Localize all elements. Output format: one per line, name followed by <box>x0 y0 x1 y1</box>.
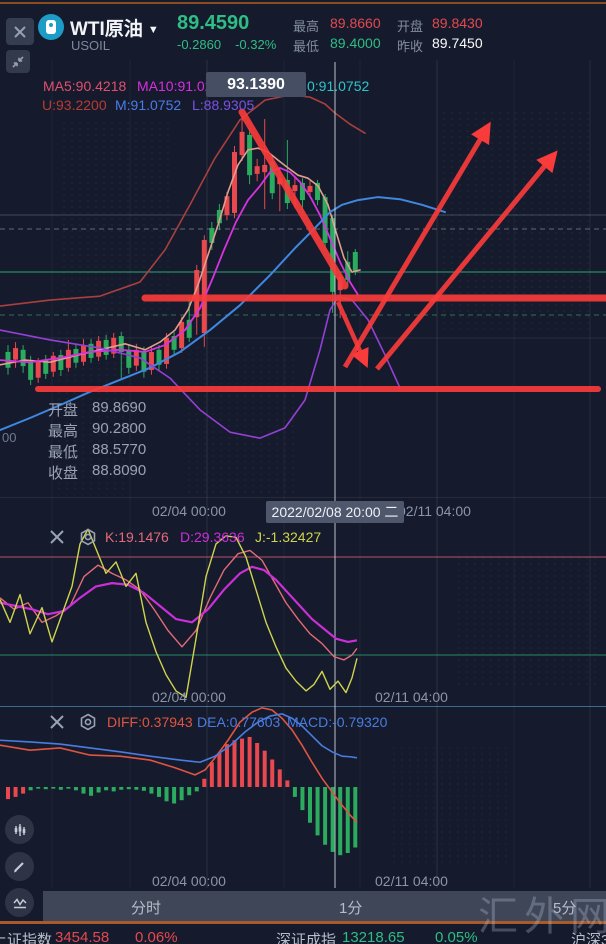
panel-divider <box>0 706 606 707</box>
ticker-szse-name[interactable]: 深证成指 <box>276 932 337 944</box>
settings-nut-icon <box>80 528 96 546</box>
time-tick: 02/04 00:00 <box>152 503 226 519</box>
ticker-divider <box>0 921 606 924</box>
ticker-szse-percent: 0.05% <box>435 929 478 944</box>
stat-high-label: 最高 <box>293 19 320 34</box>
background-skyline <box>60 120 170 320</box>
symbol-name[interactable]: WTI原油 ▼ <box>70 19 159 40</box>
stat-low-label: 最低 <box>293 39 320 54</box>
stat-high-value: 89.8660 <box>330 15 381 31</box>
symbol-code: USOIL <box>71 38 111 53</box>
background-skyline <box>185 345 295 495</box>
macd-macd-value: MACD:-0.79320 <box>287 714 388 730</box>
ma20-label: 0:91.0752 <box>307 78 370 94</box>
stat-low-value: 89.4000 <box>330 35 381 51</box>
last-price: 89.4590 <box>177 12 250 34</box>
legend-open-value: 89.8690 <box>92 399 147 416</box>
stat-open-value: 89.8430 <box>432 15 483 31</box>
indicator-button[interactable] <box>5 888 34 917</box>
boll-middle-label: M:91.0752 <box>115 97 182 113</box>
time-tick: 02/04 00:00 <box>152 873 226 889</box>
crosshair-price-tooltip: 93.1390 <box>206 72 306 97</box>
oil-symbol-icon <box>38 14 64 40</box>
tab-1min[interactable]: 1分 <box>339 900 363 917</box>
macd-close-button[interactable] <box>47 712 67 732</box>
close-icon <box>50 715 64 729</box>
price-change: -0.2860 -0.32% <box>177 37 290 52</box>
stat-open-label: 开盘 <box>397 19 424 34</box>
tab-5min[interactable]: 5分 <box>553 900 577 917</box>
interval-tab-bar: 分时 1分 5分 <box>43 891 606 921</box>
kdj-j-value: J:-1.32427 <box>255 529 322 545</box>
ticker-szse-value: 13218.65 <box>342 929 405 944</box>
ma5-label: MA5:90.4218 <box>43 78 127 94</box>
kdj-k-value: K:19.1476 <box>105 529 169 545</box>
time-tick: 02/04 00:00 <box>152 689 226 705</box>
legend-low-label: 最低 <box>48 444 79 461</box>
top-divider <box>0 2 606 4</box>
change-value: -0.2860 <box>177 37 222 52</box>
crosshair-date-tooltip: 2022/02/08 20:00 二 <box>266 501 404 523</box>
panel-divider <box>0 497 606 498</box>
axis-label-fragment: 00 <box>2 430 17 445</box>
change-percent: -0.32% <box>235 37 277 52</box>
collapse-arrows-icon <box>12 55 24 68</box>
kdj-close-button[interactable] <box>47 527 67 547</box>
ticker-sse-name[interactable]: 上证指数 <box>0 932 53 944</box>
boll-lower-label: L:88.9305 <box>192 97 255 113</box>
stat-prevclose-label: 昨收 <box>397 39 424 54</box>
settings-nut-icon <box>80 713 96 731</box>
background-skyline <box>455 555 600 685</box>
legend-open-label: 开盘 <box>48 402 79 419</box>
background-skyline <box>390 745 510 865</box>
stat-prevclose-value: 89.7450 <box>432 35 483 51</box>
collapse-button[interactable] <box>6 50 30 73</box>
boll-upper-label: U:93.2200 <box>42 97 107 113</box>
time-tick: 02/11 04:00 <box>375 689 448 705</box>
macd-dea-value: DEA:0.77603 <box>197 714 281 730</box>
legend-high-value: 90.2800 <box>92 420 147 437</box>
close-button[interactable] <box>6 18 34 45</box>
kdj-settings-button[interactable] <box>78 527 98 547</box>
background-skyline <box>440 110 590 330</box>
legend-close-label: 收盘 <box>48 465 79 482</box>
kdj-d-value: D:29.3636 <box>180 529 245 545</box>
legend-high-label: 最高 <box>48 423 79 440</box>
zigzag-line-icon <box>12 897 27 908</box>
time-tick: 02/11 04:00 <box>375 873 448 889</box>
ticker-sse-value: 3454.58 <box>55 929 110 944</box>
draw-tool-button[interactable] <box>5 852 34 881</box>
macd-diff-value: DIFF:0.37943 <box>107 714 193 730</box>
close-icon <box>14 25 26 38</box>
time-tick: 02/11 04:00 <box>398 503 471 519</box>
chevron-down-icon: ▼ <box>147 24 159 36</box>
tab-timeshare[interactable]: 分时 <box>131 900 162 917</box>
site-watermark: 汇外网 <box>478 895 606 939</box>
ma10-label: MA10:91.020 <box>137 78 221 94</box>
macd-settings-button[interactable] <box>78 712 98 732</box>
pencil-icon <box>14 862 24 873</box>
close-icon <box>50 530 64 544</box>
chart-type-button[interactable] <box>5 815 34 844</box>
legend-low-value: 88.5770 <box>92 441 147 458</box>
ticker-sse-percent: 0.06% <box>135 929 178 944</box>
ticker-csi300-name[interactable]: 沪深300 <box>571 932 606 944</box>
legend-close-value: 88.8090 <box>92 462 147 479</box>
candlestick-icon <box>14 823 25 836</box>
